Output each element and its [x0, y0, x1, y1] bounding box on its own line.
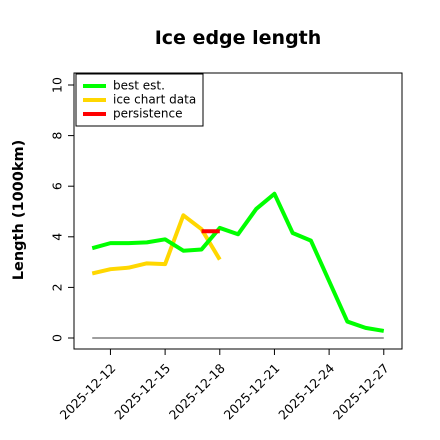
plot-series	[91, 191, 385, 339]
y-tick-label: 8	[50, 132, 65, 140]
series-line-ice-chart-data	[91, 213, 222, 276]
y-tick-label: 2	[50, 283, 65, 291]
x-axis: 2025-12-122025-12-152025-12-182025-12-21…	[57, 349, 392, 422]
legend-label-best-est: best est.	[113, 79, 165, 93]
series-line-best-est	[91, 191, 385, 333]
plot-frame	[73, 72, 403, 350]
chart-title: Ice edge length	[155, 27, 322, 49]
y-axis-label: Length (1000km)	[11, 140, 27, 280]
x-tick-label: 2025-12-15	[111, 361, 173, 423]
x-tick-label: 2025-12-27	[330, 361, 392, 423]
x-tick-label: 2025-12-18	[166, 360, 228, 422]
legend-label-ice-chart-data: ice chart data	[113, 93, 196, 107]
x-tick-label: 2025-12-24	[275, 360, 337, 422]
x-tick-label: 2025-12-12	[57, 361, 119, 423]
y-axis: 0 2 4 6 8 10	[50, 77, 74, 342]
y-tick-label: 4	[50, 233, 65, 241]
y-tick-label: 10	[50, 77, 65, 93]
legend-label-persistence: persistence	[113, 107, 182, 121]
y-tick-label: 0	[50, 334, 65, 342]
y-tick-label: 6	[50, 182, 65, 190]
x-tick-label: 2025-12-21	[221, 361, 283, 423]
